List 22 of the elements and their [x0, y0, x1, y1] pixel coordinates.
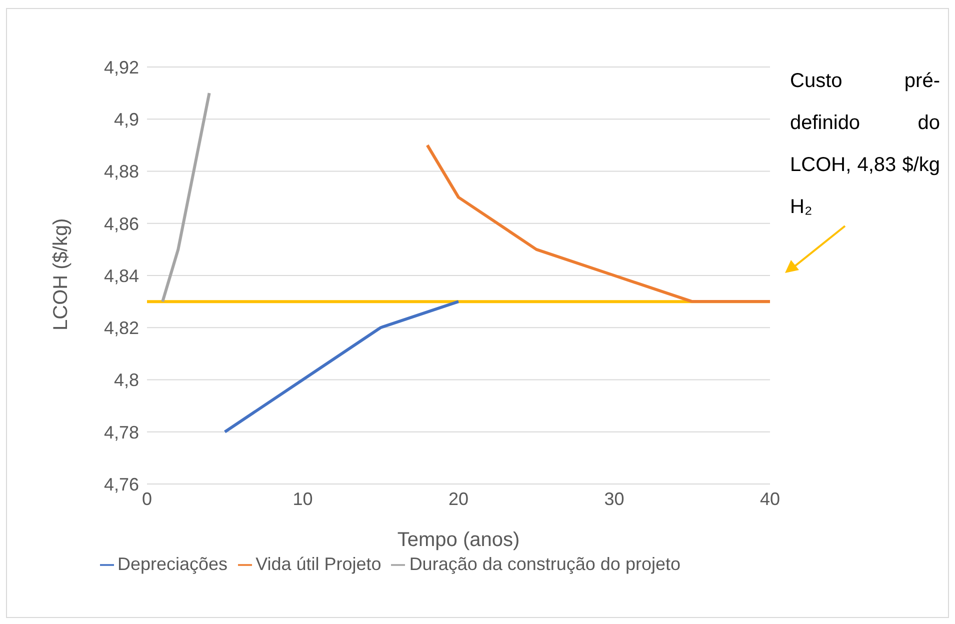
legend-label: Depreciações: [118, 554, 228, 574]
y-tick-label: 4,84: [104, 266, 139, 286]
x-tick-label: 40: [760, 488, 780, 509]
x-tick-label: 0: [142, 488, 152, 509]
y-axis-title: LCOH ($/kg): [50, 218, 72, 330]
y-tick-label: 4,86: [104, 214, 139, 234]
y-tick-label: 4,8: [114, 370, 139, 390]
y-tick-label: 4,78: [104, 422, 139, 442]
y-tick-label: 4,88: [104, 162, 139, 182]
line-series: [223, 300, 460, 434]
x-tick-label: 20: [448, 488, 469, 509]
x-tick-label: 10: [292, 488, 313, 509]
line-series: [426, 144, 770, 304]
text: Custo pré-definido do LCOH, 4,83 $/kg H₂: [790, 69, 940, 220]
y-tick-label: 4,82: [104, 318, 139, 338]
legend-label: Vida útil Projeto: [256, 554, 382, 574]
x-tick-label: 30: [604, 488, 624, 509]
x-axis-title: Tempo (anos): [397, 529, 520, 551]
y-tick-label: 4,9: [114, 110, 139, 130]
y-tick-label: 4,76: [104, 474, 139, 494]
y-tick-label: 4,92: [104, 57, 139, 78]
legend-label: Duração da construção do projeto: [409, 554, 680, 574]
